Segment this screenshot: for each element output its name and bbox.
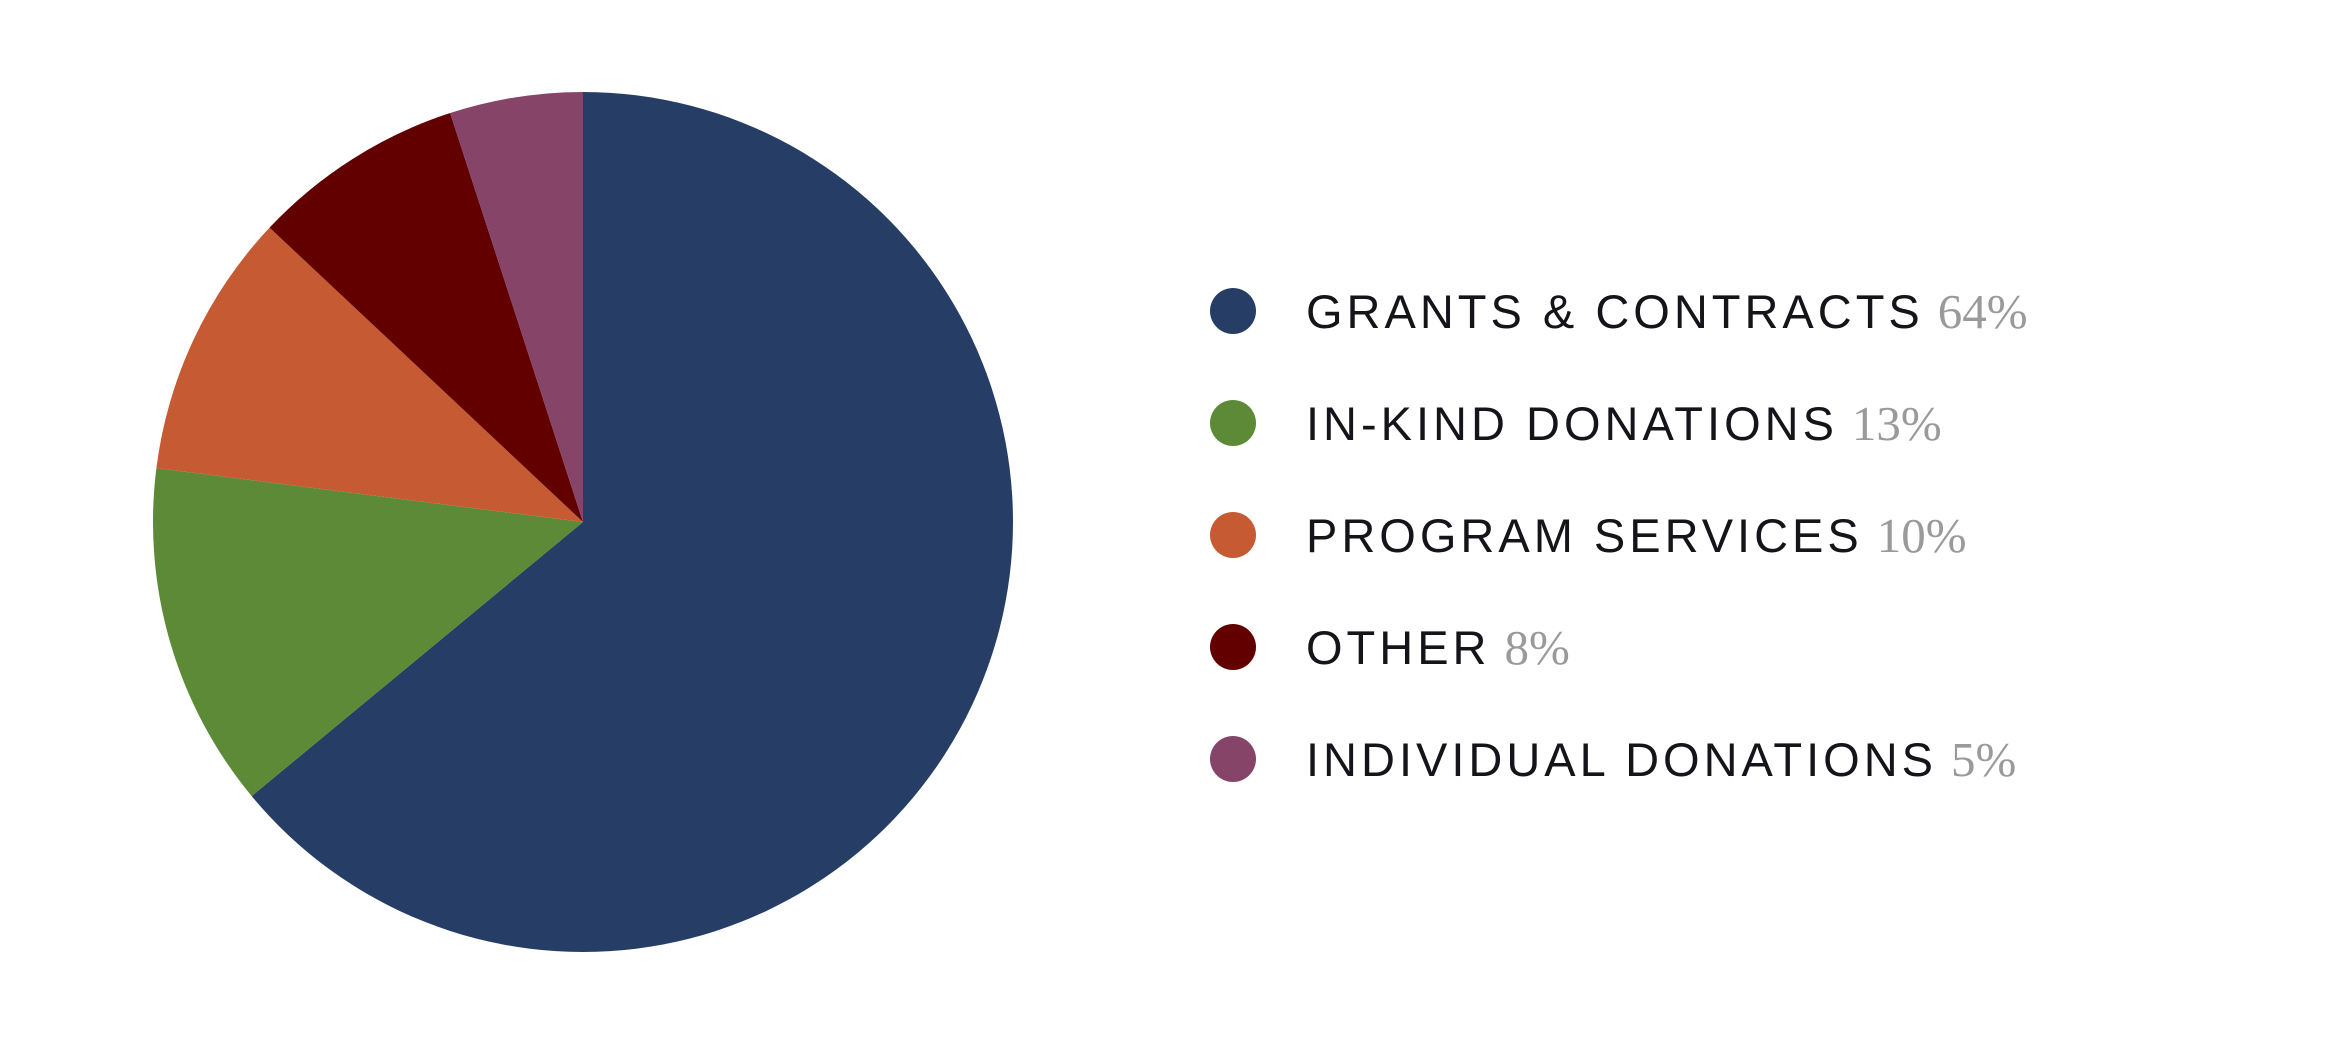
legend-value: 64% — [1937, 283, 2028, 339]
legend-item: GRANTS & CONTRACTS 64% — [1210, 255, 2210, 367]
pie-chart — [153, 92, 1014, 952]
legend-swatch-icon — [1210, 624, 1256, 670]
legend: GRANTS & CONTRACTS 64% IN-KIND DONATIONS 13… — [1210, 255, 2210, 815]
pie-slice-other — [269, 113, 583, 523]
legend-item: OTHER 8% — [1210, 591, 2210, 703]
legend-value: 8% — [1504, 619, 1570, 675]
legend-item: IN-KIND DONATIONS 13% — [1210, 367, 2210, 479]
pie-slice-individual-donations — [450, 92, 583, 522]
legend-item: INDIVIDUAL DONATIONS 5% — [1210, 703, 2210, 815]
legend-swatch-icon — [1210, 512, 1256, 558]
legend-label: PROGRAM SERVICES — [1306, 508, 1863, 562]
legend-label: INDIVIDUAL DONATIONS — [1306, 732, 1938, 786]
legend-item: PROGRAM SERVICES 10% — [1210, 479, 2210, 591]
legend-value: 13% — [1851, 395, 1942, 451]
legend-label: GRANTS & CONTRACTS — [1306, 284, 1924, 338]
legend-swatch-icon — [1210, 288, 1256, 334]
legend-swatch-icon — [1210, 736, 1256, 782]
pie-slice-in-kind-donations — [153, 468, 583, 797]
legend-label: OTHER — [1306, 620, 1491, 674]
pie-slice-program-services — [156, 227, 583, 522]
legend-value: 10% — [1876, 507, 1967, 563]
legend-label: IN-KIND DONATIONS — [1306, 396, 1838, 450]
legend-value: 5% — [1951, 731, 2017, 787]
pie-slice-grants-contracts — [251, 92, 1014, 952]
legend-swatch-icon — [1210, 400, 1256, 446]
